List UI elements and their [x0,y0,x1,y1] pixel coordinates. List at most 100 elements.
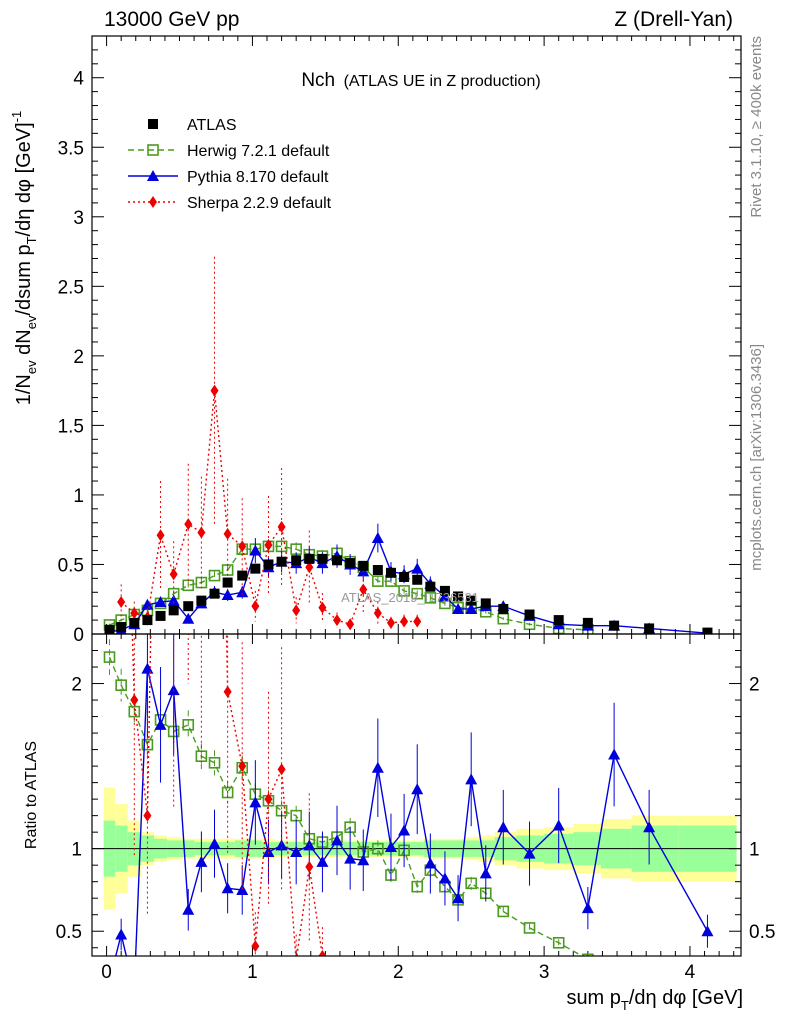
ratio-y-tick-label-left: 0.5 [56,922,82,943]
x-axis-label: sum pT/dη dφ [GeV] [566,987,743,1013]
main-y-ticks [92,35,741,635]
rivet-label: Rivet 3.1.10, ≥ 400k events [748,36,765,218]
data-point [222,577,233,588]
main-y-tick-label: 0.5 [58,555,84,576]
data-point [386,616,395,629]
data-point [371,532,384,544]
ratio-point [251,940,260,953]
ratio-point [208,837,221,849]
data-point [117,596,126,609]
ratio-y-tick-label-right: 2 [749,675,760,696]
series-atlas [104,553,713,634]
ratio-point [143,809,152,822]
ratio-point [465,877,477,890]
data-point [453,591,464,602]
data-point [480,598,491,609]
data-point [498,603,509,614]
data-point [209,588,220,599]
data-point [358,560,369,571]
data-point [292,604,301,617]
x-ticks [91,36,735,956]
data-point [184,518,193,531]
ratio-point [128,705,141,718]
ratio-point [305,860,314,873]
ratio-point [318,950,327,956]
data-point [411,562,424,574]
data-point [238,540,247,553]
ratio-point [316,855,329,867]
data-point [129,617,140,628]
data-point [251,600,260,613]
ratio-y-tick-label-left: 1 [71,840,82,861]
ratio-point [236,883,249,895]
data-point [304,553,315,564]
data-point [609,620,620,631]
data-point [141,598,154,610]
ratio-point [115,928,128,940]
data-point [183,601,194,612]
data-point [276,556,287,567]
main-y-tick-label: 2.5 [58,277,84,298]
data-point [223,527,232,540]
data-point [305,561,314,574]
ratio-point [701,925,714,937]
ratio-series-herwig [103,639,594,956]
mcplots-label: mcplots.cern.ch [arXiv:1306.3436] [748,344,765,571]
data-point [264,538,273,551]
legend-item-herwig: Herwig 7.2.1 default [128,143,330,160]
ratio-point [523,922,536,934]
data-point [116,622,127,633]
ratio-point [221,882,234,894]
plot-title-main: Nch [301,70,335,91]
legend-item-sherpa: Sherpa 2.2.9 default [128,195,332,212]
x-tick-label: 4 [685,962,696,983]
data-point [333,614,342,627]
data-point [168,605,179,616]
ratio-point [117,248,125,260]
data-point [373,607,382,620]
ratio-point [290,845,303,857]
ratio-point [424,857,437,869]
data-point [413,615,422,628]
main-y-tick-label: 2 [73,347,84,368]
legend-label: ATLAS [187,117,237,134]
ratio-point [344,852,357,864]
ratio-y-tick-label-left: 2 [71,675,82,696]
header-process: Z (Drell-Yan) [614,8,733,31]
data-point [385,567,396,578]
data-point [196,595,207,606]
ratio-point [331,834,344,846]
data-point [372,565,383,576]
ratio-point [208,756,221,769]
main-y-tick-label: 4 [73,69,84,90]
data-point [553,615,564,626]
x-tick-label: 3 [539,962,550,983]
ratio-point [582,953,594,956]
legend-label: Sherpa 2.2.9 default [187,195,332,212]
ratio-point [275,839,288,851]
data-point [156,529,165,542]
data-point [142,615,153,626]
ratio-y-axis-label: Ratio to ATLAS [23,741,40,849]
ratio-point [398,824,411,836]
header-energy: 13000 GeV pp [104,8,239,31]
data-point [154,596,167,608]
ratio-frame [91,633,742,957]
data-point [582,617,593,628]
ratio-point [643,821,656,833]
analysis-watermark: ATLAS_2019_I1736531 [341,590,479,605]
ratio-point [552,936,565,949]
legend-label: Herwig 7.2.1 default [187,143,330,160]
data-point [438,590,451,602]
data-point [702,627,713,634]
data-point [130,607,139,620]
legend-item-atlas: ATLAS [148,117,237,134]
ratio-point [371,761,384,773]
ratio-plot-panel: 0 1 2 3 4 0.5 0.5 1 1 2 2 [56,100,775,983]
x-tick-label: 0 [101,962,112,983]
ratio-point [195,855,208,867]
ratio-point [157,100,165,112]
ratio-point [452,892,465,904]
data-point [411,587,424,600]
ratio-point [182,903,195,915]
